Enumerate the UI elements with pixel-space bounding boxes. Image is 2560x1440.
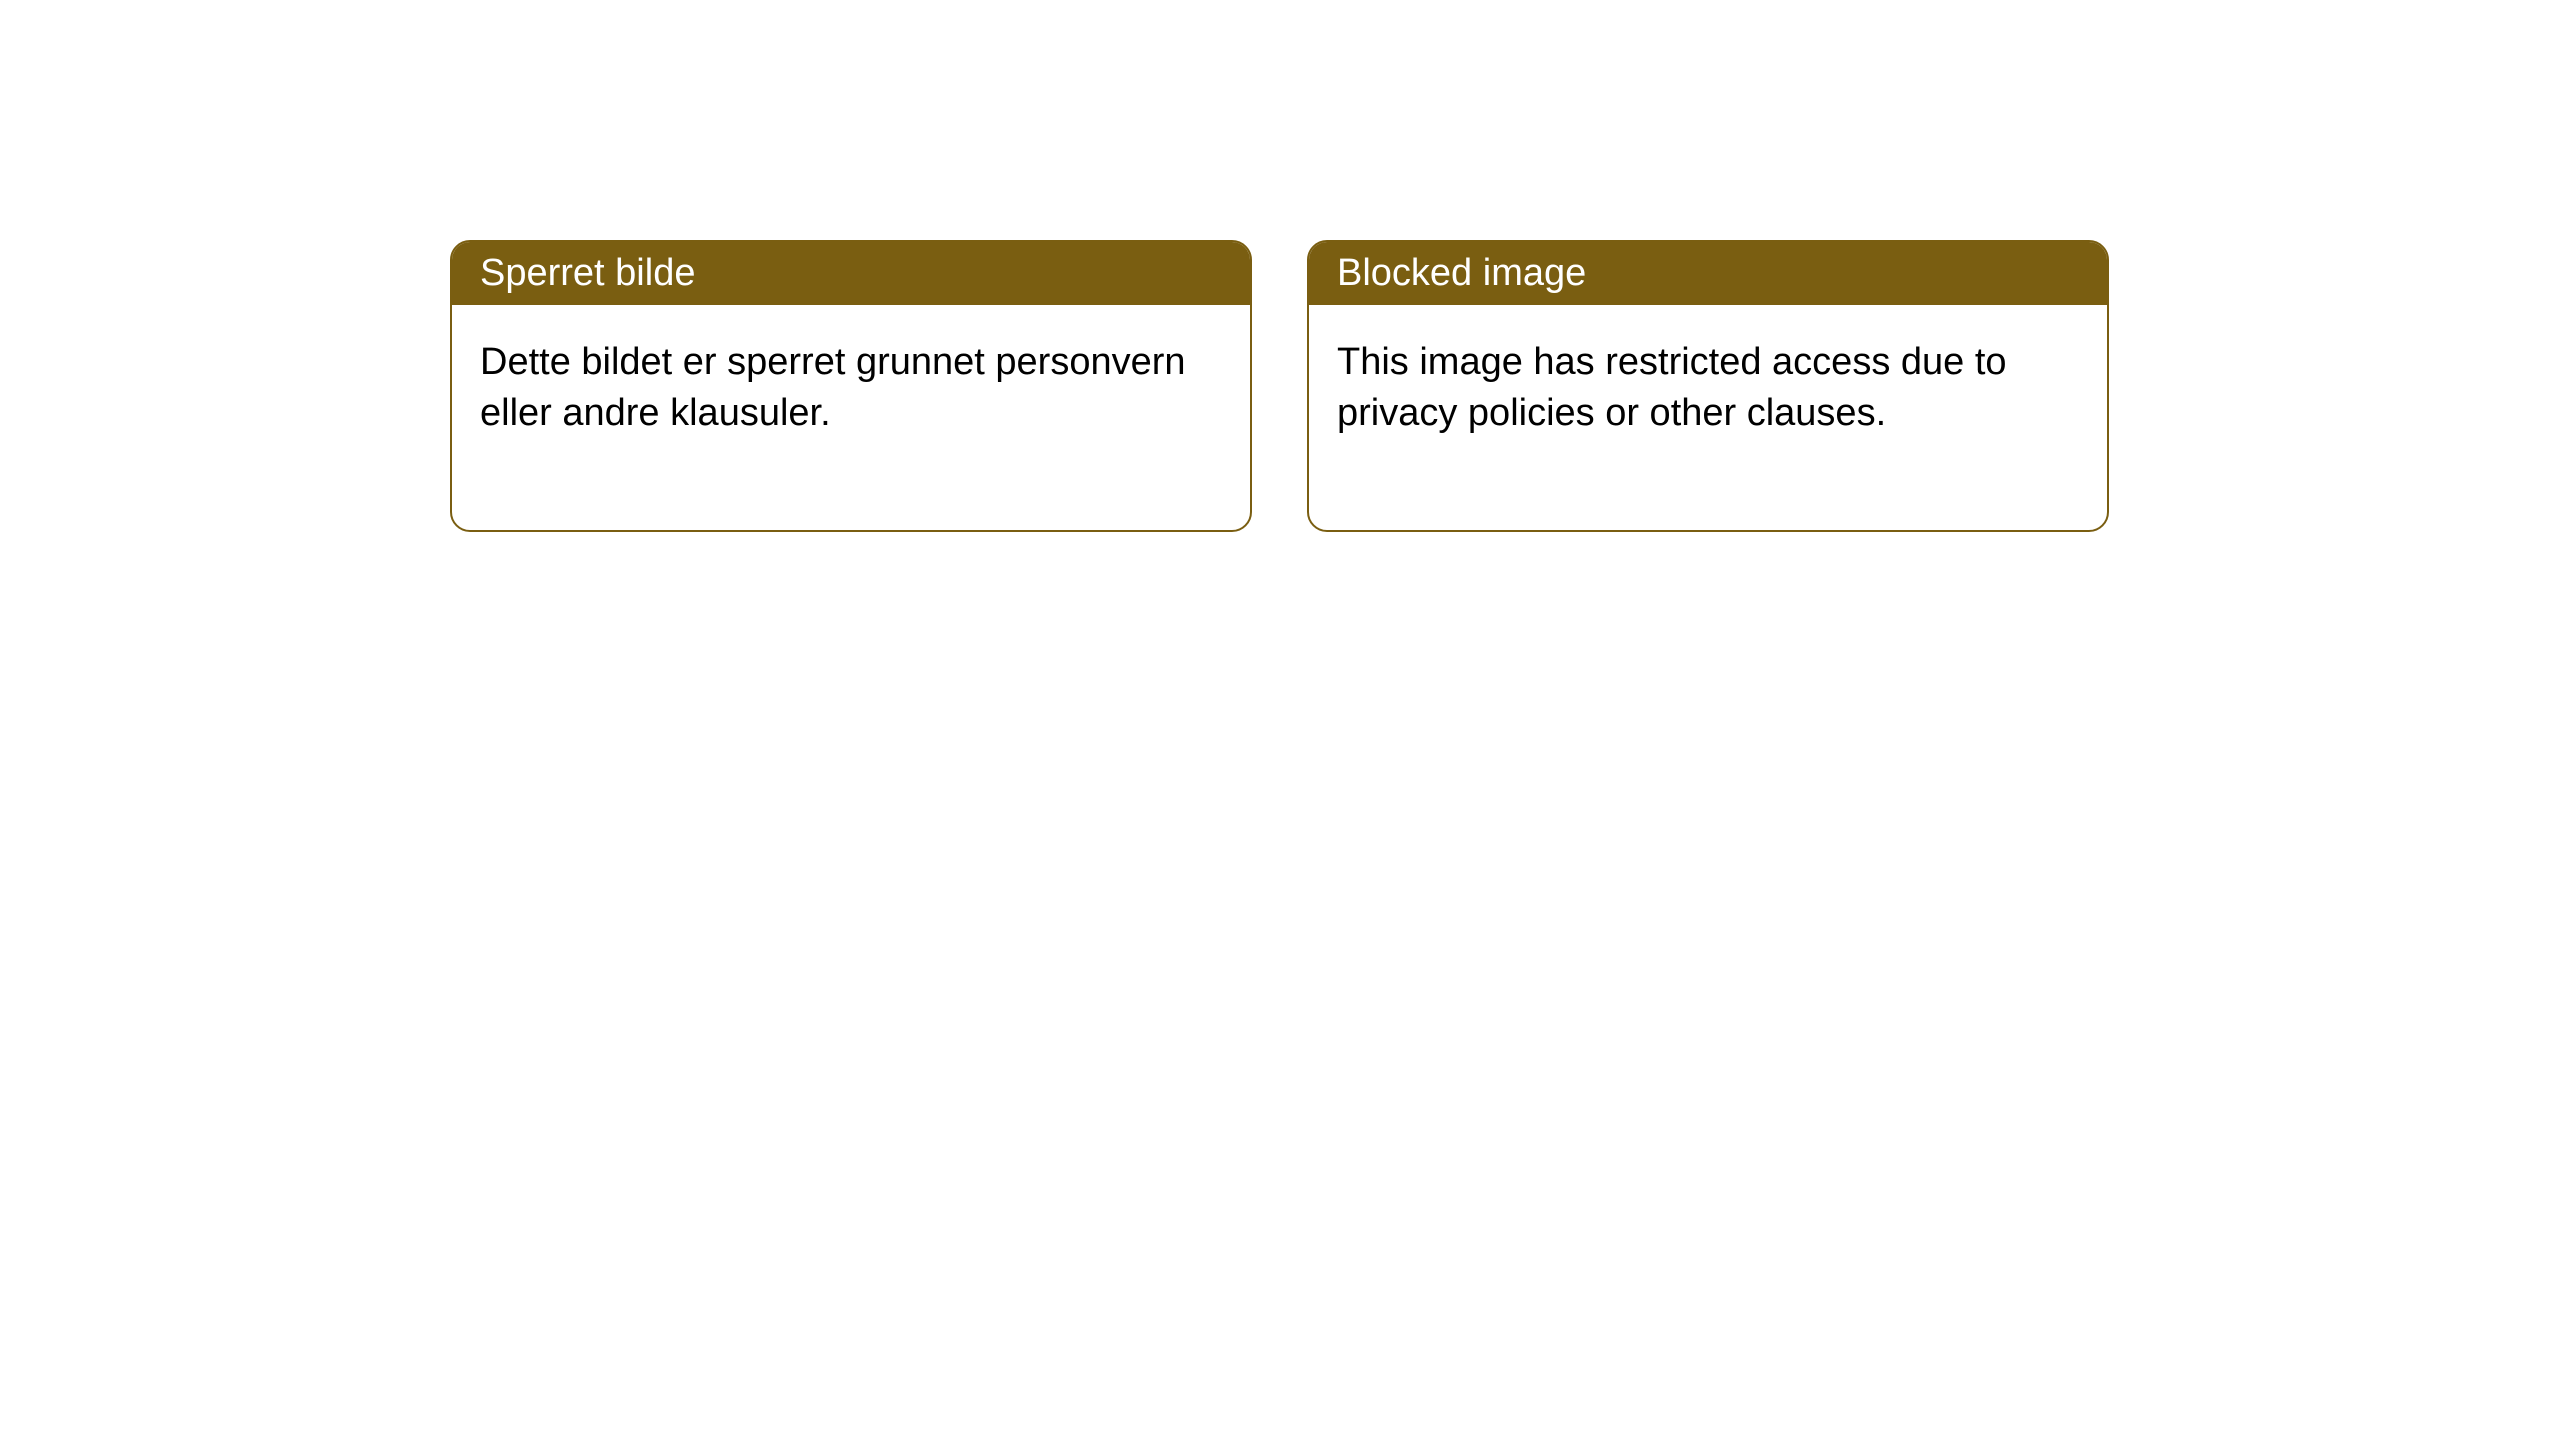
card-header: Blocked image — [1309, 242, 2107, 305]
card-message: Dette bildet er sperret grunnet personve… — [480, 341, 1186, 434]
blocked-image-card-norwegian: Sperret bilde Dette bildet er sperret gr… — [450, 240, 1252, 532]
card-body: Dette bildet er sperret grunnet personve… — [452, 305, 1250, 530]
blocked-image-card-english: Blocked image This image has restricted … — [1307, 240, 2109, 532]
card-body: This image has restricted access due to … — [1309, 305, 2107, 530]
card-title: Sperret bilde — [480, 252, 695, 294]
card-title: Blocked image — [1337, 252, 1586, 294]
card-header: Sperret bilde — [452, 242, 1250, 305]
notice-container: Sperret bilde Dette bildet er sperret gr… — [0, 0, 2560, 532]
card-message: This image has restricted access due to … — [1337, 341, 2007, 434]
